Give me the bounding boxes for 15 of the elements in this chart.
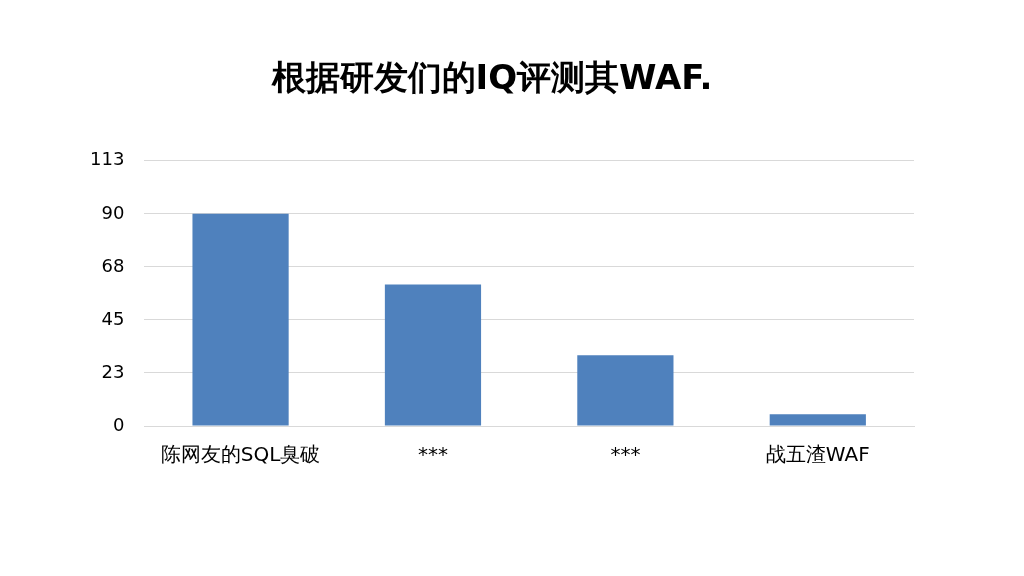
y-tick-label: 45 [101,307,125,329]
bar [769,414,866,426]
y-tick-label: 68 [101,254,125,276]
x-tick-label: 战五渣WAF [765,442,870,467]
y-tick-label: 0 [112,413,125,435]
chart-title: 根据研发们的IQ评测其WAF. [270,57,713,98]
y-tick-label: 113 [90,148,125,170]
bar [577,355,674,426]
x-tick-label: 陈网友的SQL臭破 [160,442,321,467]
bar [192,213,289,426]
bar [384,284,482,426]
y-tick-label: 90 [101,201,125,223]
x-tick-label: *** [610,442,641,467]
x-tick-label: *** [417,442,448,467]
y-tick-label: 23 [101,360,125,382]
